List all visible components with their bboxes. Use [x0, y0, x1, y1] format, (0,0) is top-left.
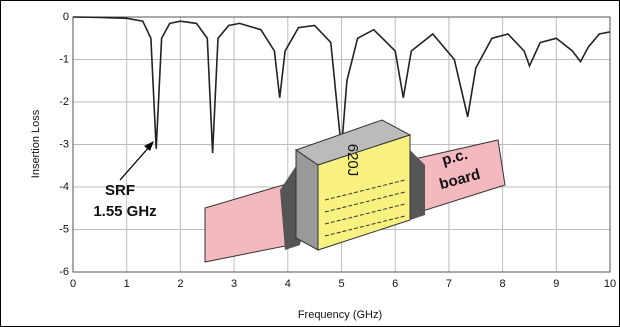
plot-border: [72, 16, 611, 273]
x-tick-label: 8: [500, 278, 506, 290]
solder-right: [410, 150, 425, 220]
y-tick-label: -6: [59, 266, 69, 278]
y-tick-label: 0: [63, 11, 69, 23]
x-axis-title: Frequency (GHz): [298, 309, 382, 321]
x-tick-label: 9: [553, 278, 559, 290]
x-tick-label: 0: [70, 278, 76, 290]
x-tick-label: 2: [177, 278, 183, 290]
arrow-head: [144, 141, 154, 151]
annotation: 1.55 GHz: [93, 203, 156, 220]
x-tick-label: 1: [124, 278, 130, 290]
x-tick-label: 5: [338, 278, 344, 290]
y-tick-label: -2: [59, 96, 69, 108]
y-tick-label: -4: [59, 181, 69, 193]
x-tick-label: 7: [446, 278, 452, 290]
chip-side: [295, 149, 319, 251]
layer: [324, 191, 406, 213]
x-tick-label: 6: [392, 278, 398, 290]
x-tick-label: 4: [285, 278, 291, 290]
x-tick-label: 10: [604, 278, 616, 290]
layer: [324, 203, 406, 225]
x-tick-label: 3: [231, 278, 237, 290]
layer: [324, 215, 406, 237]
chip-label: 620J: [344, 144, 361, 177]
y-tick-label: -3: [59, 138, 69, 150]
layer: [324, 179, 406, 201]
solder-left: [280, 160, 300, 250]
annotation: SRF: [105, 182, 135, 199]
arrow: [119, 145, 151, 181]
y-axis-title: Insertion Loss: [30, 109, 42, 178]
board-label: p.c.: [440, 146, 469, 169]
data-line: [72, 16, 611, 154]
illustration: 620J p.c. board: [204, 119, 506, 263]
y-tick-label: -5: [59, 223, 69, 235]
y-tick-label: -1: [59, 53, 69, 65]
